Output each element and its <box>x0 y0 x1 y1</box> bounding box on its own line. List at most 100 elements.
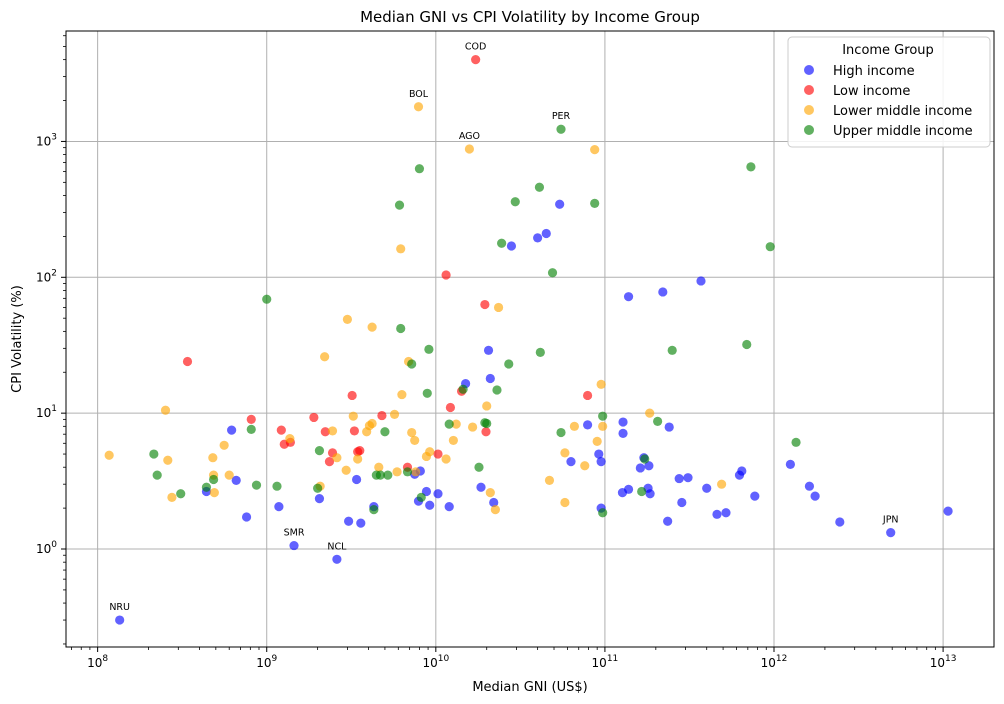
data-point <box>355 446 365 456</box>
point-annotation: AGO <box>459 131 480 142</box>
data-point <box>402 467 413 477</box>
data-point <box>791 437 801 447</box>
data-point <box>560 497 570 508</box>
y-tick-label: 100 <box>36 540 57 556</box>
data-point <box>227 425 237 435</box>
data-point <box>433 489 443 499</box>
data-point <box>246 414 256 424</box>
data-point <box>407 359 417 369</box>
point-annotation: NRU <box>109 602 130 613</box>
data-point <box>396 323 406 334</box>
data-point <box>272 481 282 491</box>
legend-marker <box>804 65 814 75</box>
data-point <box>163 455 173 465</box>
data-point <box>332 554 342 564</box>
data-point <box>176 489 186 499</box>
data-point <box>483 345 494 355</box>
data-point <box>534 182 545 192</box>
data-point <box>583 390 593 401</box>
data-point <box>696 276 706 286</box>
data-point <box>555 199 565 209</box>
legend-label: Lower middle income <box>833 104 972 119</box>
data-point <box>640 454 650 464</box>
point-annotation: BOL <box>409 89 429 100</box>
data-point <box>489 497 499 508</box>
series-lower-middle-income <box>104 102 727 515</box>
data-point <box>596 379 606 389</box>
data-point <box>598 421 608 431</box>
data-point <box>510 197 520 207</box>
data-point <box>943 506 953 516</box>
series-high-income <box>115 199 953 625</box>
data-point <box>433 449 443 459</box>
x-tick-label: 1011 <box>592 654 619 670</box>
data-point <box>425 500 435 510</box>
data-point <box>637 486 647 497</box>
axis-ticks: 108 109 1010 1011 1012 1013 100 101 102 103 <box>36 35 956 670</box>
data-point <box>332 453 342 463</box>
data-point <box>422 388 432 398</box>
data-point <box>276 425 286 435</box>
data-point <box>717 479 727 489</box>
y-tick-label: 103 <box>36 132 57 148</box>
data-point <box>617 488 628 498</box>
legend-marker <box>804 125 814 135</box>
data-point <box>241 512 252 522</box>
data-point <box>702 483 712 493</box>
data-point <box>598 411 608 421</box>
data-point <box>324 456 335 467</box>
data-point <box>367 418 377 429</box>
legend-label: Upper middle income <box>833 124 973 139</box>
data-point <box>506 241 517 251</box>
data-point <box>667 345 677 355</box>
data-point <box>645 408 655 418</box>
data-point <box>810 491 820 501</box>
data-point <box>289 540 299 551</box>
data-point <box>231 475 241 485</box>
data-point <box>104 450 114 460</box>
data-point <box>635 463 645 473</box>
data-point <box>458 384 468 394</box>
data-point <box>835 517 845 527</box>
point-annotation: COD <box>465 42 486 53</box>
data-point <box>556 427 566 438</box>
data-point <box>467 422 478 432</box>
series-low-income <box>182 55 593 472</box>
data-point <box>485 373 495 384</box>
data-point <box>407 427 417 438</box>
data-point <box>664 422 674 432</box>
data-point <box>674 473 684 484</box>
data-point <box>441 454 451 464</box>
x-tick-label: 108 <box>87 654 108 670</box>
legend-box <box>787 36 991 148</box>
legend-marker <box>804 105 814 115</box>
data-point <box>383 470 393 480</box>
data-point <box>653 416 663 426</box>
data-point <box>209 488 219 498</box>
data-point <box>541 228 551 239</box>
data-point <box>623 292 634 302</box>
data-point <box>397 389 407 400</box>
data-point <box>497 238 507 248</box>
data-point <box>149 449 159 459</box>
data-point <box>804 481 815 491</box>
data-point <box>344 516 354 526</box>
chart-title: Median GNI vs CPI Volatility by Income G… <box>360 8 700 26</box>
data-point <box>246 424 256 434</box>
data-point <box>348 411 358 421</box>
data-point <box>592 436 602 446</box>
data-point <box>594 449 604 459</box>
point-annotation: SMR <box>284 528 305 539</box>
data-point <box>451 419 461 429</box>
data-point <box>444 502 454 512</box>
data-point <box>493 302 504 313</box>
data-point <box>504 359 514 369</box>
data-point <box>750 491 760 501</box>
data-point <box>309 412 319 423</box>
data-point <box>367 322 377 332</box>
legend: Income Group High income Low income Lower … <box>787 36 991 148</box>
data-point <box>262 294 272 304</box>
data-point <box>285 433 295 444</box>
data-point <box>377 410 387 421</box>
data-point <box>351 474 362 485</box>
